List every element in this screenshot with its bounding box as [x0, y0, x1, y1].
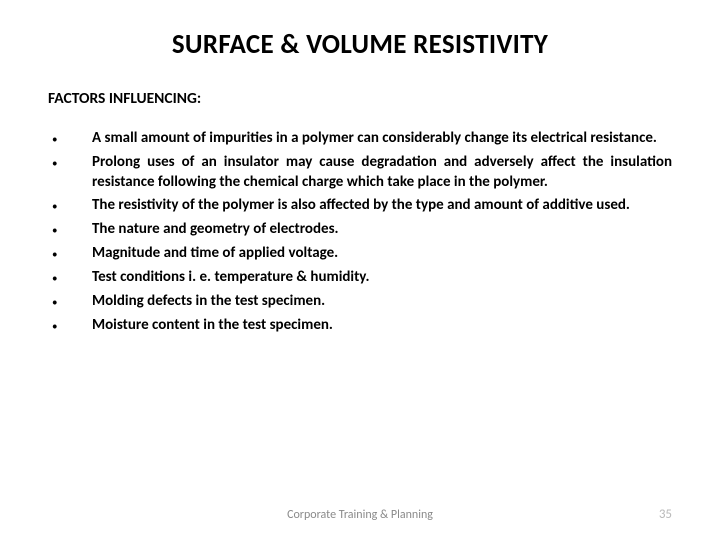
- list-item: • Test conditions i. e. temperature & hu…: [48, 267, 672, 289]
- list-item: • Prolong uses of an insulator may cause…: [48, 152, 672, 193]
- list-item: • Magnitude and time of applied voltage.: [48, 243, 672, 265]
- bullet-icon: •: [48, 315, 92, 337]
- list-item: • The resistivity of the polymer is also…: [48, 195, 672, 217]
- bullet-text: A small amount of impurities in a polyme…: [92, 128, 672, 148]
- bullet-icon: •: [48, 219, 92, 241]
- list-item: • The nature and geometry of electrodes.: [48, 219, 672, 241]
- footer-text: Corporate Training & Planning: [0, 508, 720, 522]
- bullet-text: Prolong uses of an insulator may cause d…: [92, 152, 672, 193]
- bullet-text: Magnitude and time of applied voltage.: [92, 243, 672, 263]
- slide: SURFACE & VOLUME RESISTIVITY FACTORS INF…: [0, 0, 720, 540]
- bullet-list: • A small amount of impurities in a poly…: [48, 128, 672, 337]
- bullet-icon: •: [48, 152, 92, 174]
- bullet-text: Molding defects in the test specimen.: [92, 291, 672, 311]
- bullet-text: Test conditions i. e. temperature & humi…: [92, 267, 672, 287]
- bullet-text: The nature and geometry of electrodes.: [92, 219, 672, 239]
- list-item: • A small amount of impurities in a poly…: [48, 128, 672, 150]
- slide-title: SURFACE & VOLUME RESISTIVITY: [48, 28, 672, 61]
- page-number: 35: [659, 507, 672, 522]
- bullet-icon: •: [48, 267, 92, 289]
- bullet-icon: •: [48, 243, 92, 265]
- bullet-icon: •: [48, 195, 92, 217]
- bullet-icon: •: [48, 291, 92, 313]
- bullet-text: The resistivity of the polymer is also a…: [92, 195, 672, 215]
- list-item: • Molding defects in the test specimen.: [48, 291, 672, 313]
- list-item: • Moisture content in the test specimen.: [48, 315, 672, 337]
- bullet-icon: •: [48, 128, 92, 150]
- bullet-text: Moisture content in the test specimen.: [92, 315, 672, 335]
- slide-subtitle: FACTORS INFLUENCING:: [48, 89, 672, 108]
